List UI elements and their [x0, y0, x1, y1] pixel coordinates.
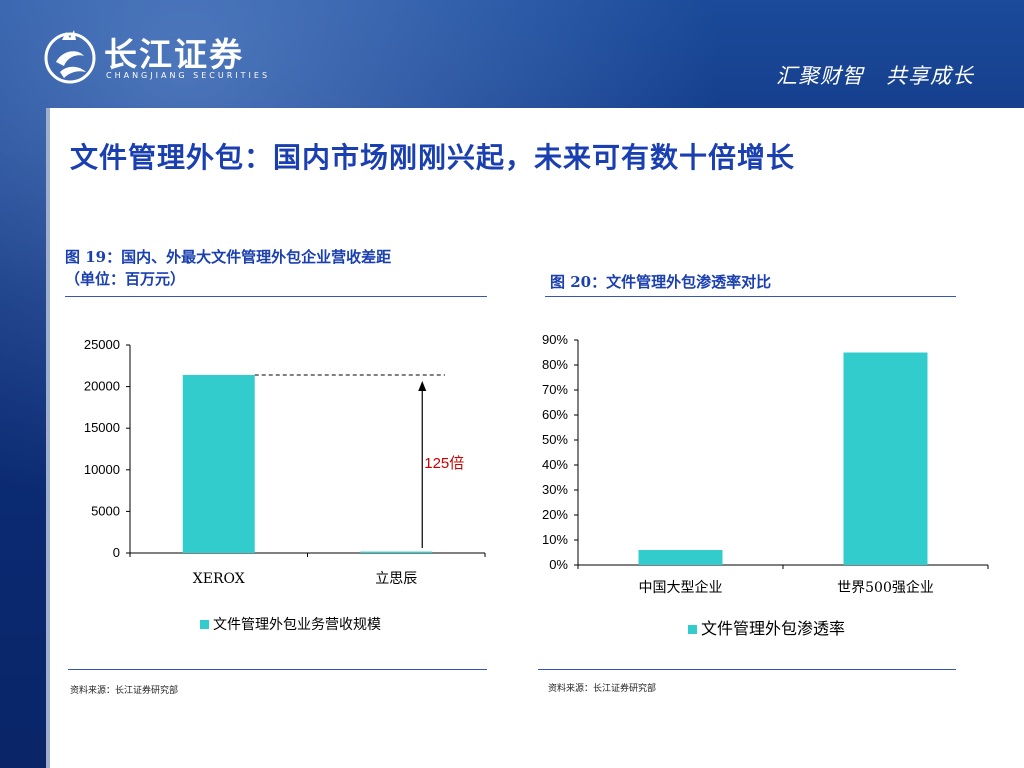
bar-2	[360, 551, 433, 553]
y-tick-label: 90%	[542, 332, 568, 347]
revenue-gap-chart: 0 5000 10000 15000 20000 25000 XEROX 立思辰 125倍 文…	[84, 337, 486, 633]
y-tick-label: 80%	[542, 357, 568, 372]
gap-annotation: 125倍	[424, 455, 464, 472]
logo-english-text: CHANGJIANG SECURITIES	[106, 71, 271, 80]
bar-2	[843, 352, 928, 565]
y-tick-label: 50%	[542, 432, 568, 447]
y-tick-label: 15000	[84, 420, 120, 435]
y-tick-label: 40%	[542, 457, 568, 472]
logo-chinese-text: 长江证券	[104, 35, 244, 74]
y-tick-label: 30%	[542, 482, 568, 497]
y-tick-label: 20000	[84, 379, 120, 394]
legend-swatch	[200, 620, 209, 629]
y-tick-label: 25000	[84, 337, 120, 352]
arrow-head-icon	[418, 380, 427, 391]
y-tick-label: 10000	[84, 462, 120, 477]
bar-1	[182, 374, 255, 553]
legend-label: 文件管理外包渗透率	[701, 619, 845, 638]
y-tick-label: 10%	[542, 532, 568, 547]
x-category-label: 立思辰	[375, 571, 417, 587]
slide-title: 文件管理外包：国内市场刚刚兴起，未来可有数十倍增长	[70, 141, 796, 174]
figure-19-caption-line1: 图 19：国内、外最大文件管理外包企业营收差距	[65, 248, 392, 266]
figure-20-source-rule	[538, 669, 956, 670]
y-tick-label: 0%	[549, 557, 568, 572]
figure-20-caption-rule	[545, 296, 956, 297]
company-logo: 长江证券 CHANGJIANG SECURITIES	[42, 26, 282, 90]
x-category-label: XEROX	[193, 571, 245, 587]
y-tick-label: 0	[113, 545, 120, 560]
figure-20-caption: 图 20：文件管理外包渗透率对比	[550, 273, 772, 291]
panel-edge	[46, 108, 50, 768]
slogan: 汇聚财智 共享成长	[776, 64, 974, 88]
header: 长江证券 CHANGJIANG SECURITIES 汇聚财智 共享成长	[0, 0, 1024, 108]
figure-19-caption-rule	[65, 296, 487, 297]
dragon-logo-icon	[44, 30, 96, 84]
figure-19-source-rule	[68, 669, 487, 670]
y-tick-label: 5000	[91, 503, 120, 518]
figure-19-caption-line2: （单位：百万元）	[65, 270, 186, 288]
y-tick-label: 20%	[542, 507, 568, 522]
y-tick-label: 60%	[542, 407, 568, 422]
penetration-rate-chart: 0% 10% 20% 30% 40% 50% 60% 70% 80% 90% 中国大型企业 世界500…	[542, 332, 989, 638]
x-category-label: 世界500强企业	[837, 579, 934, 596]
figure-20-source: 资料来源：长江证券研究部	[548, 684, 657, 694]
bar-1	[638, 550, 723, 565]
figure-19-caption: 图 19：国内、外最大文件管理外包企业营收差距 （单位：百万元）	[65, 246, 391, 290]
x-category-label: 中国大型企业	[639, 579, 723, 596]
legend-swatch	[688, 625, 697, 634]
legend-label: 文件管理外包业务营收规模	[213, 617, 381, 633]
figure-19-source: 资料来源：长江证券研究部	[70, 686, 179, 696]
y-tick-label: 70%	[542, 382, 568, 397]
